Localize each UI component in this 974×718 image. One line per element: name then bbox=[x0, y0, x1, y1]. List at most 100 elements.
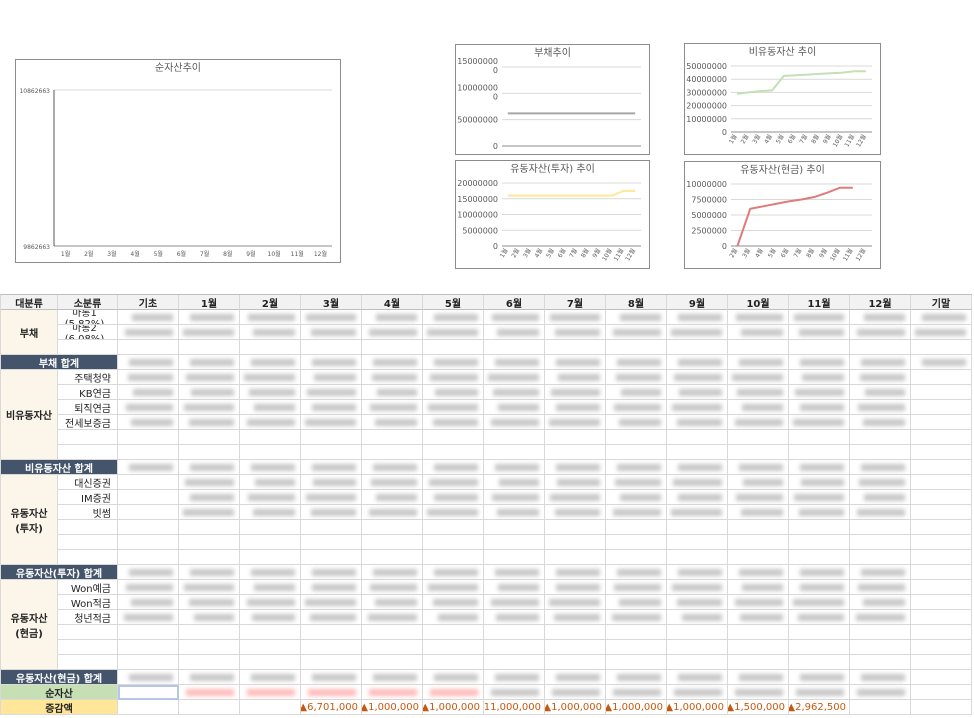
cell bbox=[850, 580, 911, 595]
blurred-value bbox=[434, 314, 478, 321]
cell bbox=[850, 490, 911, 505]
x-tick-label: 11월 bbox=[841, 247, 855, 262]
column-header: 6월 bbox=[484, 295, 545, 310]
cell bbox=[850, 370, 911, 385]
cell bbox=[545, 430, 606, 445]
cell bbox=[179, 400, 240, 415]
cell bbox=[728, 520, 789, 535]
cell bbox=[728, 565, 789, 580]
cell bbox=[911, 445, 972, 460]
cell bbox=[118, 505, 179, 520]
blurred-value bbox=[190, 464, 234, 471]
cell bbox=[118, 700, 179, 715]
cell bbox=[667, 310, 728, 325]
blurred-value bbox=[497, 329, 539, 336]
total-label: 유동자산(투자) 합계 bbox=[1, 565, 118, 580]
cell bbox=[362, 565, 423, 580]
blurred-value bbox=[550, 314, 600, 321]
cell bbox=[362, 625, 423, 640]
blurred-value bbox=[433, 419, 478, 426]
cell bbox=[728, 655, 789, 670]
cell bbox=[179, 535, 240, 550]
cell bbox=[606, 685, 667, 700]
cell bbox=[362, 430, 423, 445]
blurred-value bbox=[305, 599, 356, 606]
series-line bbox=[736, 186, 853, 247]
chart-svg: 부채추이 0 50000000 10000000 0 15000000 0 bbox=[457, 47, 641, 151]
x-tick-label: 5월 bbox=[154, 250, 163, 258]
cell bbox=[911, 505, 972, 520]
x-tick-label: 1월 bbox=[498, 247, 510, 259]
blurred-value bbox=[251, 464, 295, 471]
x-tick-label: 4월 bbox=[130, 250, 139, 258]
cell bbox=[606, 625, 667, 640]
sheet: 대분류 소분류 기초 1월 2월 3월 4월 5월 6월 7월 8월 9월 10월 11월 12월 기말 부채 마… bbox=[0, 294, 972, 715]
y-tick-label: 15000000 0 bbox=[457, 57, 498, 75]
cell bbox=[423, 385, 484, 400]
column-header: 12월 bbox=[850, 295, 911, 310]
cell bbox=[179, 475, 240, 490]
cell bbox=[118, 640, 179, 655]
cell bbox=[423, 325, 484, 340]
blurred-value bbox=[794, 494, 844, 501]
cell bbox=[301, 550, 362, 565]
cell bbox=[789, 325, 850, 340]
group-label: 비유동자산 bbox=[1, 370, 58, 460]
x-tick-label: 1월 bbox=[727, 133, 739, 145]
x-tick-label: 3월 bbox=[751, 133, 763, 145]
cell bbox=[789, 655, 850, 670]
blurred-value bbox=[371, 479, 417, 486]
cell bbox=[728, 685, 789, 700]
blurred-value bbox=[556, 359, 600, 366]
cell bbox=[667, 610, 728, 625]
cell bbox=[911, 580, 972, 595]
cell bbox=[545, 640, 606, 655]
cell bbox=[911, 325, 972, 340]
empty-cell bbox=[58, 340, 118, 355]
blurred-value bbox=[859, 479, 905, 486]
cell bbox=[545, 475, 606, 490]
cell bbox=[240, 445, 301, 460]
cell bbox=[484, 325, 545, 340]
blurred-value bbox=[254, 584, 295, 591]
cell bbox=[240, 520, 301, 535]
cell bbox=[240, 700, 301, 715]
cell bbox=[789, 355, 850, 370]
blurred-value bbox=[131, 419, 173, 426]
cell bbox=[240, 625, 301, 640]
cell bbox=[484, 535, 545, 550]
cell bbox=[301, 670, 362, 685]
blurred-value bbox=[186, 374, 234, 381]
x-tick-label: 2월 bbox=[84, 250, 93, 258]
cell bbox=[911, 685, 972, 700]
cell bbox=[362, 325, 423, 340]
blurred-value bbox=[125, 329, 173, 336]
x-tick-label: 2월 bbox=[510, 247, 522, 259]
cell bbox=[789, 640, 850, 655]
cell bbox=[362, 340, 423, 355]
x-tick-label: 4월 bbox=[753, 247, 765, 259]
blurred-value bbox=[795, 389, 844, 396]
blurred-value bbox=[491, 599, 539, 606]
cell bbox=[301, 460, 362, 475]
x-tick-label: 5월 bbox=[544, 247, 556, 259]
blurred-value bbox=[254, 404, 295, 411]
cell bbox=[118, 580, 179, 595]
cell bbox=[484, 430, 545, 445]
blurred-value bbox=[375, 599, 417, 606]
blurred-value bbox=[433, 599, 478, 606]
cell bbox=[423, 685, 484, 700]
cell bbox=[362, 535, 423, 550]
cell bbox=[240, 685, 301, 700]
x-tick-label: 10월 bbox=[828, 247, 842, 262]
blurred-value bbox=[620, 314, 661, 321]
chart-cash: 유동자산(현금) 추이 0 2500000 5000000 7500000 1000000… bbox=[684, 161, 881, 269]
cell bbox=[240, 415, 301, 430]
blurred-value bbox=[126, 404, 173, 411]
blurred-value bbox=[555, 509, 600, 516]
cell bbox=[606, 520, 667, 535]
cell bbox=[667, 685, 728, 700]
cell bbox=[789, 595, 850, 610]
blurred-value bbox=[132, 314, 173, 321]
cell bbox=[423, 415, 484, 430]
